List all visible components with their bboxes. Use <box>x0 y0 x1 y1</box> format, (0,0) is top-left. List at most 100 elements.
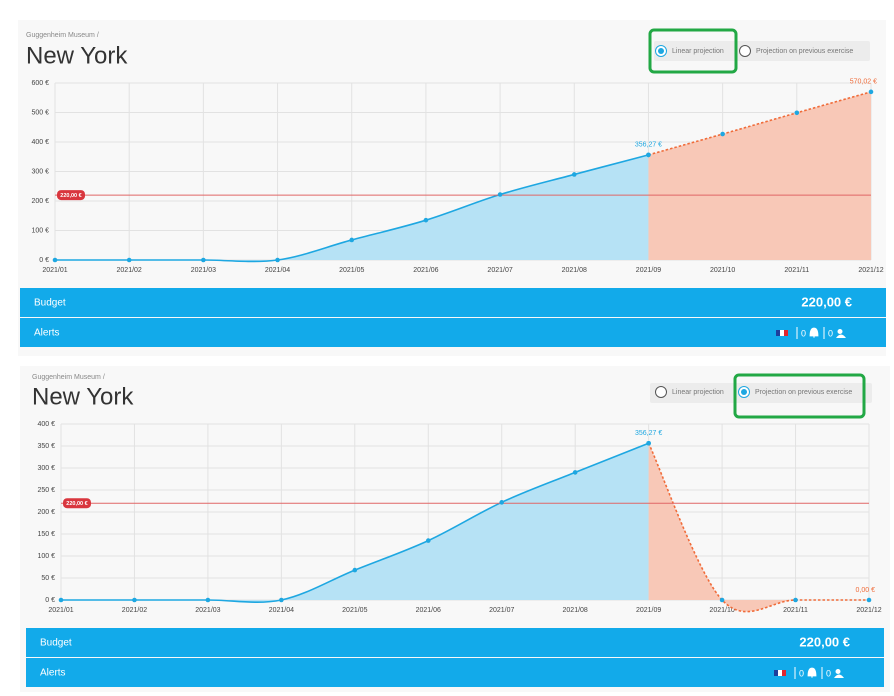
point <box>572 470 578 475</box>
y-tick-label: 50 € <box>41 575 55 582</box>
x-tick-label: 2021/05 <box>339 267 364 274</box>
alerts-label: Alerts <box>40 668 66 679</box>
x-tick-label: 2021/06 <box>413 267 438 274</box>
x-tick-label: 2021/10 <box>710 267 735 274</box>
point <box>205 597 211 603</box>
radio-button[interactable] <box>655 386 667 398</box>
y-tick-label: 100 € <box>37 553 55 560</box>
y-tick-label: 400 € <box>31 139 49 146</box>
point <box>793 597 798 603</box>
point <box>571 172 577 177</box>
y-tick-label: 600 € <box>31 80 49 87</box>
x-tick-label: 2021/07 <box>487 267 512 274</box>
highlight-box <box>648 28 738 74</box>
x-tick-label: 2021/12 <box>858 267 883 274</box>
x-tick-label: 2021/08 <box>562 267 587 274</box>
point <box>646 152 651 158</box>
radio-label[interactable]: Linear projection <box>672 48 724 55</box>
area <box>61 443 649 603</box>
user-icon <box>836 329 846 338</box>
point <box>52 257 58 263</box>
x-tick-label: 2021/02 <box>122 607 147 614</box>
x-tick-label: 2021/01 <box>48 607 73 614</box>
point <box>126 257 132 263</box>
x-tick-label: 2021/08 <box>563 607 588 614</box>
y-tick-label: 300 € <box>31 168 49 175</box>
point <box>720 131 725 137</box>
point <box>349 237 355 243</box>
x-tick-label: 2021/07 <box>489 607 514 614</box>
radio-dot <box>741 389 747 395</box>
user-icon <box>834 669 844 678</box>
budget-badge-label: 220,00 € <box>60 193 81 199</box>
bell-icon <box>807 667 817 678</box>
area <box>648 443 869 612</box>
y-tick-label: 100 € <box>31 227 49 234</box>
x-tick-label: 2021/09 <box>636 607 661 614</box>
flag-blue <box>774 670 778 676</box>
line <box>648 91 872 156</box>
breadcrumb: Guggenheim Museum / <box>26 32 99 39</box>
y-tick-label: 250 € <box>37 487 55 494</box>
bell-icon <box>809 327 819 338</box>
point <box>499 500 505 505</box>
y-tick-label: 150 € <box>37 531 55 538</box>
x-tick-label: 2021/02 <box>117 267 142 274</box>
flag-red <box>782 670 786 676</box>
point <box>646 440 651 446</box>
alert-count: 0 <box>801 328 806 338</box>
radio-dot <box>658 48 664 54</box>
x-tick-label: 2021/04 <box>269 607 294 614</box>
point <box>279 597 284 603</box>
y-tick-label: 200 € <box>37 509 55 516</box>
point <box>352 567 358 573</box>
radio-label[interactable]: Projection on previous exercise <box>755 389 852 396</box>
area <box>55 154 649 262</box>
x-tick-label: 2021/05 <box>342 607 367 614</box>
budget-value: 220,00 € <box>799 634 850 649</box>
budget-bar <box>26 628 884 657</box>
y-tick-label: 200 € <box>31 198 49 205</box>
budget-bar <box>20 288 886 317</box>
budget-label: Budget <box>34 298 66 309</box>
point <box>866 597 872 603</box>
value-label: 356,27 € <box>635 430 662 437</box>
point <box>201 257 206 263</box>
point <box>423 217 429 223</box>
alerts-bar <box>20 318 886 347</box>
x-tick-label: 2021/10 <box>709 607 734 614</box>
point <box>275 257 280 263</box>
x-tick-label: 2021/03 <box>195 607 220 614</box>
page-title: New York <box>32 383 134 410</box>
budget-badge-label: 220,00 € <box>66 501 87 507</box>
highlight-box <box>733 373 866 419</box>
y-tick-label: 0 € <box>39 257 49 264</box>
y-tick-label: 400 € <box>37 421 55 428</box>
point <box>425 538 431 543</box>
option-group <box>650 383 872 403</box>
radio-label[interactable]: Linear projection <box>672 389 724 396</box>
alert-count: 0 <box>828 328 833 338</box>
x-tick-label: 2021/09 <box>636 267 661 274</box>
x-tick-label: 2021/12 <box>856 607 881 614</box>
budget-label: Budget <box>40 638 72 649</box>
radio-label[interactable]: Projection on previous exercise <box>756 48 853 55</box>
flag-blue <box>776 330 780 336</box>
y-tick-label: 0 € <box>45 597 55 604</box>
point <box>868 89 874 95</box>
point <box>794 110 800 116</box>
budget-badge <box>57 190 85 201</box>
breadcrumb: Guggenheim Museum / <box>32 374 105 381</box>
x-tick-label: 2021/11 <box>784 267 809 274</box>
x-tick-label: 2021/06 <box>416 607 441 614</box>
x-tick-label: 2021/04 <box>265 267 290 274</box>
option-group <box>654 41 870 61</box>
budget-value: 220,00 € <box>801 294 852 309</box>
area <box>648 91 871 260</box>
y-tick-label: 500 € <box>31 109 49 116</box>
point <box>132 597 137 603</box>
radio-button[interactable] <box>739 45 751 57</box>
page-title: New York <box>26 42 128 69</box>
alert-count: 0 <box>826 668 831 678</box>
